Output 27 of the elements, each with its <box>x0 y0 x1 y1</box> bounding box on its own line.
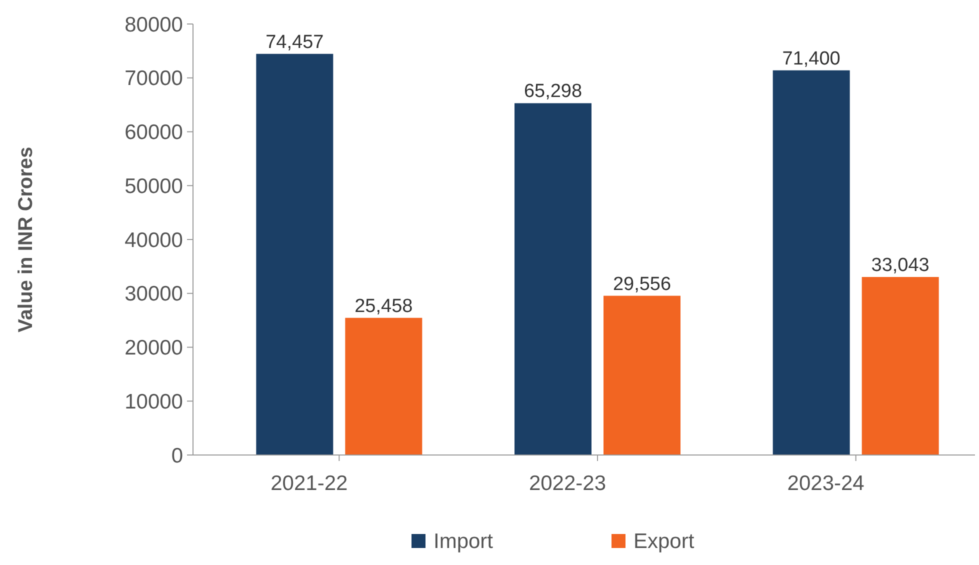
data-label: 29,556 <box>612 274 672 295</box>
y-axis-title: Value in INR Crores <box>15 146 37 332</box>
legend-label: Import <box>434 530 494 553</box>
y-tick-label: 20000 <box>124 336 183 360</box>
bar <box>345 318 422 455</box>
x-tick-label: 2021-22 <box>270 472 348 495</box>
data-label: 65,298 <box>524 81 582 102</box>
data-label: 71,400 <box>782 48 840 70</box>
bar <box>256 54 334 455</box>
data-label: 25,458 <box>354 296 413 317</box>
data-label: 33,043 <box>871 254 930 276</box>
data-label: 74,457 <box>266 32 324 53</box>
y-tick-label: 30000 <box>124 282 183 306</box>
y-tick-label: 0 <box>171 444 183 468</box>
y-tick-label: 10000 <box>124 390 183 414</box>
x-tick-label: 2023-24 <box>787 472 865 495</box>
legend-label: Export <box>634 530 694 553</box>
bar <box>514 103 592 455</box>
bar <box>772 70 850 455</box>
y-tick-label: 40000 <box>124 228 183 252</box>
x-tick-label: 2022-23 <box>528 472 606 495</box>
y-tick-label: 50000 <box>124 174 183 198</box>
y-tick-label: 60000 <box>124 121 183 144</box>
bar <box>862 276 939 455</box>
y-tick-label: 70000 <box>124 67 183 90</box>
bar <box>604 296 680 455</box>
y-tick-label: 80000 <box>124 13 183 36</box>
